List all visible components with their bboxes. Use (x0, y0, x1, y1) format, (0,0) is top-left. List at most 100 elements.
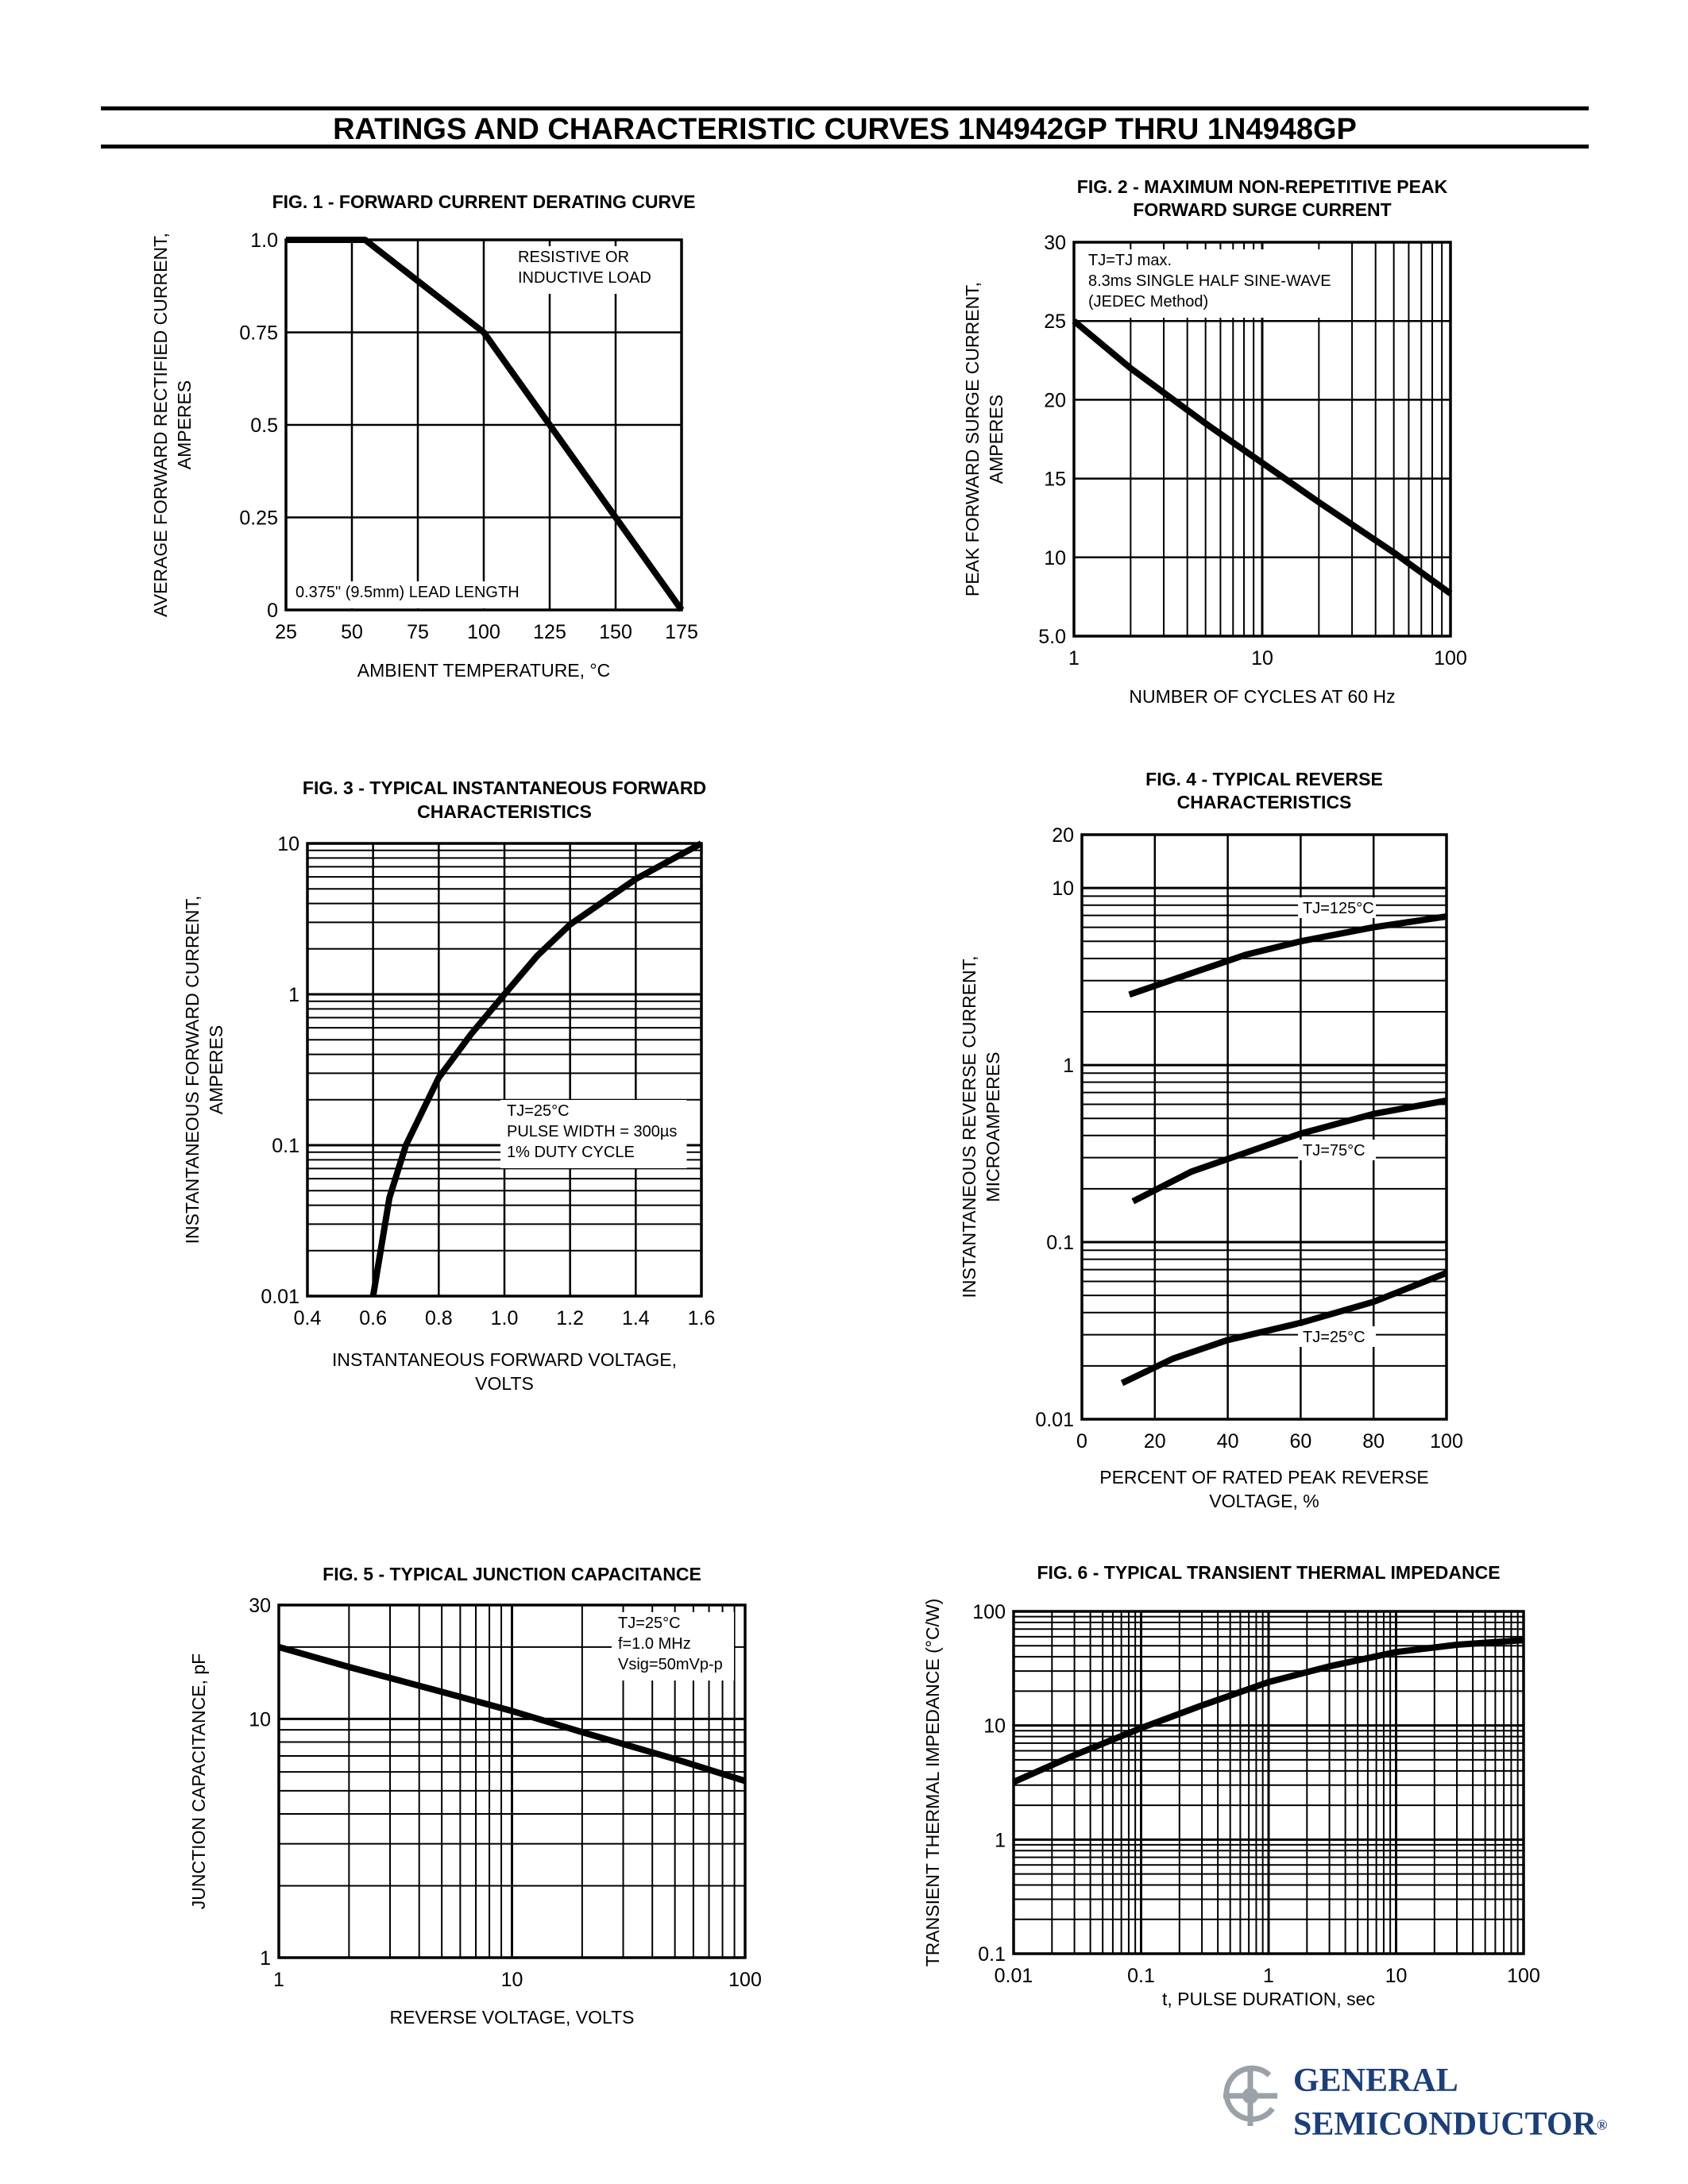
fig6-y-tick-label: 100 (972, 1601, 1006, 1623)
fig1-x-tick-label: 175 (665, 621, 698, 643)
fig1-x-tick-label: 100 (467, 621, 500, 643)
fig4-title: CHARACTERISTICS (1177, 792, 1352, 812)
fig3-x-tick-label: 0.6 (359, 1307, 387, 1329)
fig4-series-label: TJ=75°C (1303, 1142, 1365, 1160)
fig1-y-tick-label: 1.0 (250, 230, 278, 252)
fig1-y-axis-label: AVERAGE FORWARD RECTIFIED CURRENT, (150, 233, 171, 617)
fig5-x-tick-label: 100 (728, 1969, 762, 1991)
fig5-series-line (277, 1644, 747, 1785)
fig6-x-tick-label: 100 (1507, 1965, 1540, 1987)
fig1-annotation-text: RESISTIVE OR (518, 249, 629, 266)
fig3-annotation-text: TJ=25°C (507, 1102, 570, 1120)
title-underline (101, 145, 1589, 149)
fig3-series-line (369, 840, 703, 1297)
logo-line-1: General (1293, 2062, 1458, 2099)
logo-line-2: Semiconductor (1293, 2106, 1597, 2143)
fig6-grid (1012, 1610, 1525, 1955)
fig2-annotation-text: TJ=TJ max. (1088, 252, 1172, 269)
fig4-y-axis-label: INSTANTANEOUS REVERSE CURRENT, (959, 955, 979, 1298)
fig2-annotation-text: (JEDEC Method) (1088, 293, 1208, 311)
fig3-chart: TJ=25°C PULSE WIDTH = 300µs 1% DUTY CYCLE 0… (182, 778, 715, 1394)
fig1-grid (284, 238, 683, 612)
fig4-y-tick-label: 10 (1052, 878, 1074, 900)
fig5-y-tick-label: 30 (249, 1595, 271, 1617)
fig2-x-tick-label: 10 (1251, 647, 1273, 669)
fig6-y-axis-label: TRANSIENT THERMAL IMPEDANCE (°C/W) (922, 1599, 943, 1967)
fig4-series-label-bg (1298, 1140, 1376, 1160)
fig5-x-tick-label: 1 (273, 1969, 284, 1991)
fig3-x-tick-label: 0.4 (294, 1307, 322, 1329)
fig4-series-label-bg (1298, 1326, 1376, 1347)
fig3-title: CHARACTERISTICS (417, 801, 592, 822)
fig4-series-label: TJ=25°C (1303, 1329, 1365, 1346)
fig2-annotation-text: 8.3ms SINGLE HALF SINE-WAVE (1088, 272, 1331, 290)
fig4-series-label-bg (1298, 897, 1376, 918)
fig1-y-tick-label: 0.5 (250, 415, 278, 437)
fig2-title: FIG. 2 - MAXIMUM NON-REPETITIVE PEAK (1077, 176, 1448, 197)
fig2-y-axis-label: PEAK FORWARD SURGE CURRENT, (962, 282, 983, 596)
fig4-y-tick-label: 0.01 (1035, 1409, 1074, 1431)
fig3-annotation-bg (500, 1100, 687, 1168)
fig3-x-tick-label: 1.2 (556, 1307, 584, 1329)
fig3-y-axis-label: AMPERES (206, 1025, 226, 1114)
fig4-y-tick-label: 1 (1063, 1055, 1074, 1077)
fig5-y-axis-label: JUNCTION CAPACITANCE, pF (188, 1653, 209, 1909)
fig2-chart: TJ=TJ max. 8.3ms SINGLE HALF SINE-WAVE (JE… (962, 176, 1467, 707)
fig4-series-line (1131, 1097, 1447, 1205)
fig1-y-axis-label: AMPERES (174, 380, 195, 469)
fig3-x-tick-label: 1.6 (688, 1307, 716, 1329)
company-logo: General Semiconductor® (1214, 2059, 1607, 2143)
fig1-y-tick-label: 0.75 (239, 322, 278, 345)
fig1-x-tick-label: 50 (341, 621, 363, 643)
fig2-x-tick-label: 1 (1068, 647, 1080, 669)
page-title: RATINGS AND CHARACTERISTIC CURVES 1N4942… (333, 113, 1357, 146)
fig5-annotation-text: f=1.0 MHz (618, 1635, 691, 1653)
fig4-y-tick-label: 20 (1052, 824, 1074, 847)
logo-emblem-icon (1223, 2065, 1277, 2126)
fig4-x-tick-label: 60 (1289, 1430, 1311, 1453)
fig1-x-tick-label: 75 (407, 621, 429, 643)
fig3-plot-frame (306, 842, 703, 1298)
fig2-y-axis-label: AMPERES (986, 395, 1006, 484)
fig5-annotation-text: Vsig=50mVp-p (618, 1656, 723, 1673)
fig3-grid (306, 842, 703, 1298)
fig5-x-axis-label: REVERSE VOLTAGE, VOLTS (389, 2007, 634, 2028)
fig4-x-tick-label: 100 (1430, 1430, 1463, 1453)
fig6-x-axis-label: t, PULSE DURATION, sec (1162, 1989, 1375, 2009)
fig2-y-tick-label: 15 (1044, 469, 1066, 491)
fig3-title: FIG. 3 - TYPICAL INSTANTANEOUS FORWARD (303, 778, 706, 798)
fig3-x-axis-label: VOLTS (475, 1373, 534, 1394)
fig1-series-line (286, 237, 685, 612)
fig4-y-axis-label: MICROAMPERES (983, 1051, 1003, 1202)
fig2-series-line (1072, 318, 1453, 596)
fig3-y-tick-label: 10 (277, 833, 299, 855)
fig5-annotation-text: TJ=25°C (618, 1615, 681, 1632)
fig4-title: FIG. 4 - TYPICAL REVERSE (1145, 769, 1383, 789)
fig6-x-tick-label: 0.01 (995, 1965, 1033, 1987)
fig4-x-tick-label: 0 (1076, 1430, 1087, 1453)
fig3-x-axis-label: INSTANTANEOUS FORWARD VOLTAGE, (332, 1349, 677, 1370)
fig1-annotation-bg (289, 581, 539, 608)
fig4-series-label: TJ=125°C (1303, 900, 1374, 917)
fig3-x-tick-label: 0.8 (425, 1307, 453, 1329)
fig6-x-tick-label: 1 (1263, 1965, 1274, 1987)
fig5-plot-frame (277, 1603, 747, 1959)
fig3-x-tick-label: 1.0 (491, 1307, 519, 1329)
fig6-x-tick-label: 0.1 (1127, 1965, 1155, 1987)
fig1-title: FIG. 1 - FORWARD CURRENT DERATING CURVE (272, 191, 696, 212)
fig1-y-tick-label: 0.25 (239, 507, 278, 530)
fig4-x-tick-label: 80 (1362, 1430, 1385, 1453)
fig3-x-tick-label: 1.4 (622, 1307, 650, 1329)
fig2-plot-frame (1072, 241, 1452, 638)
logo-wordmark: General Semiconductor® (1293, 2062, 1607, 2150)
fig1-x-tick-label: 150 (599, 621, 632, 643)
fig2-y-tick-label: 20 (1044, 389, 1066, 411)
fig4-y-tick-label: 0.1 (1046, 1232, 1074, 1254)
fig3-y-axis-label: INSTANTANEOUS FORWARD CURRENT, (182, 896, 203, 1244)
fig3-y-tick-label: 1 (288, 984, 299, 1006)
fig6-x-tick-label: 10 (1385, 1965, 1408, 1987)
fig1-x-tick-label: 25 (275, 621, 297, 643)
fig6-series-line (1012, 1637, 1524, 1785)
